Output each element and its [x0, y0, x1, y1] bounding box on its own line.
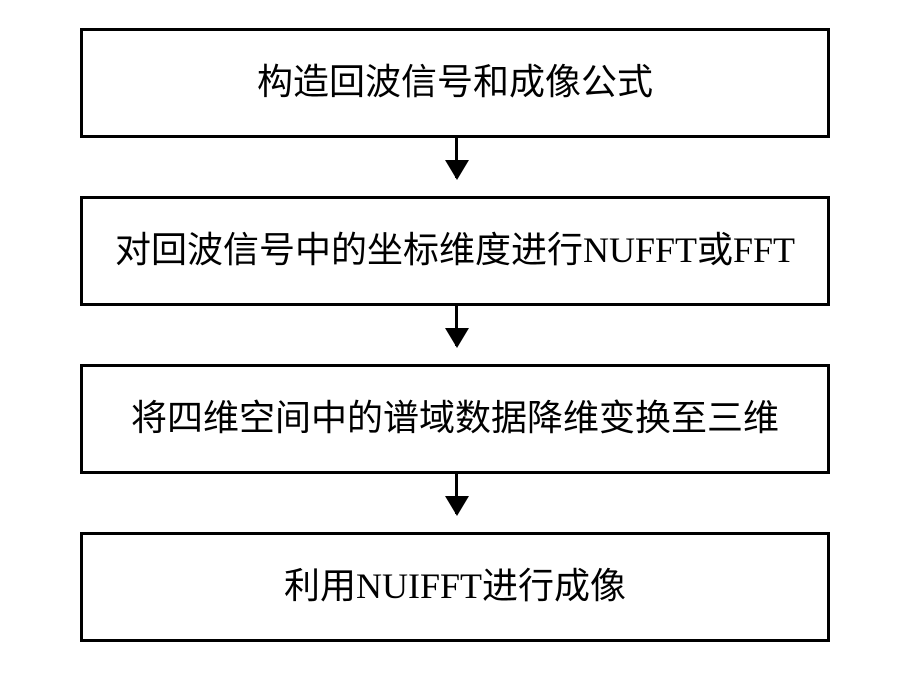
- arrow-3: [455, 474, 458, 514]
- arrow-1: [455, 138, 458, 178]
- step-box-4: 利用NUIFFT进行成像: [80, 532, 830, 642]
- arrow-2: [455, 306, 458, 346]
- step-label-4: 利用NUIFFT进行成像: [284, 565, 626, 608]
- step-label-3: 将四维空间中的谱域数据降维变换至三维: [131, 397, 779, 440]
- step-label-1: 构造回波信号和成像公式: [257, 61, 653, 104]
- flowchart-container: 构造回波信号和成像公式 对回波信号中的坐标维度进行NUFFT或FFT 将四维空间…: [0, 0, 912, 674]
- step-box-2: 对回波信号中的坐标维度进行NUFFT或FFT: [80, 196, 830, 306]
- step-box-1: 构造回波信号和成像公式: [80, 28, 830, 138]
- step-label-2: 对回波信号中的坐标维度进行NUFFT或FFT: [115, 229, 795, 272]
- step-box-3: 将四维空间中的谱域数据降维变换至三维: [80, 364, 830, 474]
